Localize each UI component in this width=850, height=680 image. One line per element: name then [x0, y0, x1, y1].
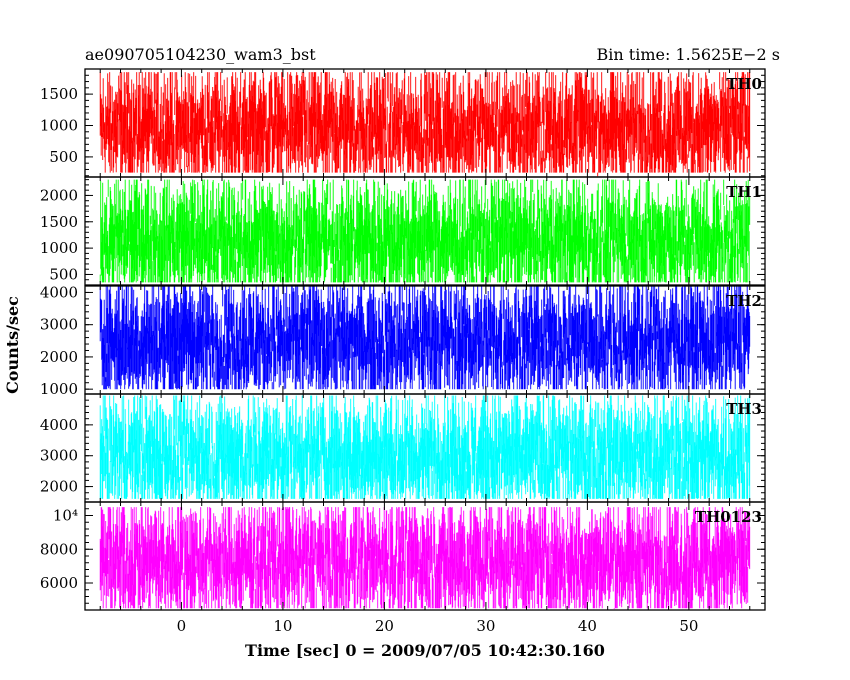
y-tick-label: 2000	[40, 186, 78, 204]
x-tick-label: 0	[177, 617, 187, 635]
x-tick-label: 40	[578, 617, 597, 635]
y-tick-label: 4000	[40, 283, 78, 301]
y-tick-label: 2000	[40, 348, 78, 366]
x-tick-label: 20	[375, 617, 394, 635]
light-curve-th1	[99, 179, 751, 283]
y-tick-label: 3000	[40, 316, 78, 334]
panel-label-th0123: TH0123	[695, 508, 762, 526]
y-tick-label: 1000	[40, 239, 78, 257]
y-tick-label: 8000	[40, 540, 78, 558]
x-tick-label: 10	[273, 617, 292, 635]
bin-time-label: Bin time: 1.5625E−2 s	[597, 45, 780, 64]
y-tick-label: 3000	[40, 447, 78, 465]
y-tick-label: 1000	[40, 380, 78, 398]
y-tick-label: 2000	[40, 478, 78, 496]
y-tick-label: 4000	[40, 416, 78, 434]
x-tick-label: 30	[476, 617, 495, 635]
y-tick-label: 500	[49, 148, 78, 166]
panel-th1: 500 1000 1500 2000 TH1	[40, 176, 766, 286]
panel-label-th3: TH3	[726, 400, 762, 418]
y-tick-label: 500	[49, 265, 78, 283]
panel-th0: 500 1000 1500 TH0	[40, 68, 766, 178]
light-curve-th0123	[99, 507, 751, 609]
observation-id-title: ae090705104230_wam3_bst	[85, 45, 316, 64]
y-tick-label: 1500	[40, 85, 78, 103]
light-curve-th2	[99, 286, 751, 390]
y-tick-label: 1500	[40, 213, 78, 231]
y-tick-label: 10⁴	[53, 507, 78, 525]
panel-label-th0: TH0	[726, 75, 762, 93]
panel-label-th1: TH1	[726, 183, 762, 201]
panel-label-th2: TH2	[726, 292, 762, 310]
y-axis-title: Counts/sec	[3, 296, 22, 394]
x-tick-label: 50	[679, 617, 698, 635]
panel-th2: 1000 2000 3000 4000 TH2	[40, 283, 766, 398]
panel-th3: 2000 3000 4000 TH3	[40, 393, 766, 503]
light-curve-th0	[99, 72, 751, 177]
panel-th0123: 6000 8000 10⁴ TH0123	[40, 501, 766, 611]
x-axis-title: Time [sec] 0 = 2009/07/05 10:42:30.160	[245, 641, 605, 660]
y-tick-label: 6000	[40, 574, 78, 592]
y-tick-label: 1000	[40, 117, 78, 135]
light-curve-th3	[99, 395, 751, 499]
